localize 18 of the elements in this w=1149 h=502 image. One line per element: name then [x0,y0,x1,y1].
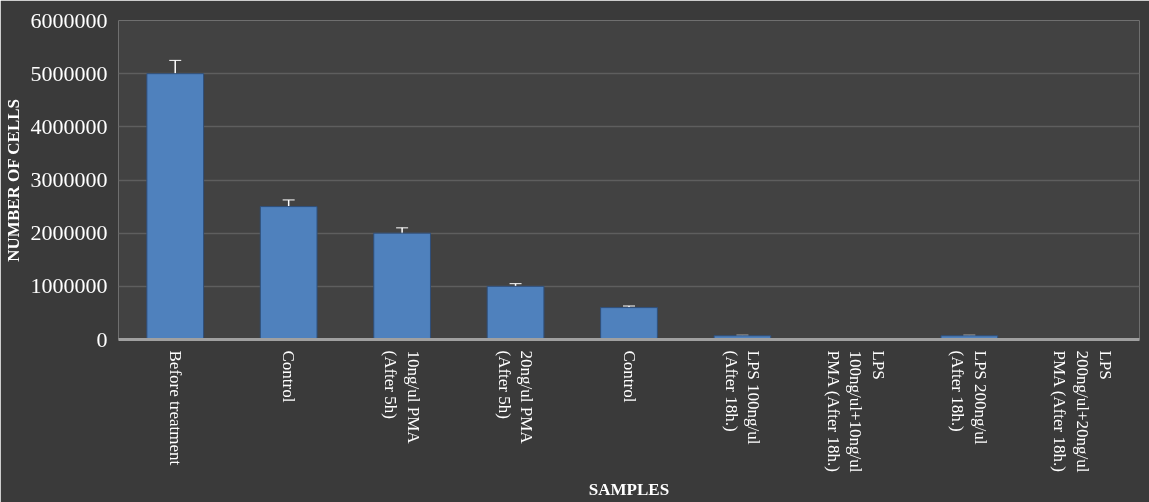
y-tick-label: 1000000 [30,273,108,299]
x-tick-label: 20ng/ul PMA (After 5h) [494,350,537,445]
y-tick-label: 3000000 [30,167,108,192]
x-tick-label: LPS 200ng/ul (After 18h.) [948,350,991,445]
x-tick-label: LPS 100ng/ul+10ng/ul PMA (After 18h.) [823,350,889,473]
x-tick-label: LPS 200ng/ul+20ng/ul PMA (After 18h.) [1050,350,1116,473]
x-tick-label: Control [279,350,299,403]
y-tick-label: 5000000 [30,60,108,86]
y-tick-label: 4000000 [30,113,108,139]
y-tick-label: 2000000 [30,220,108,246]
x-tick-label: Control [619,350,639,403]
x-tick-label: Before treatment [165,350,185,466]
y-tick-label: 6000000 [30,7,108,33]
y-axis-title: NUMBER OF CELLS [3,98,23,262]
x-tick-label: LPS 100ng/ul (After 18h.) [721,350,764,445]
y-tick-label: 0 [96,326,108,352]
x-tick-label: 10ng/ul PMA (After 5h) [381,350,424,445]
x-axis-title: SAMPLES [588,480,670,500]
